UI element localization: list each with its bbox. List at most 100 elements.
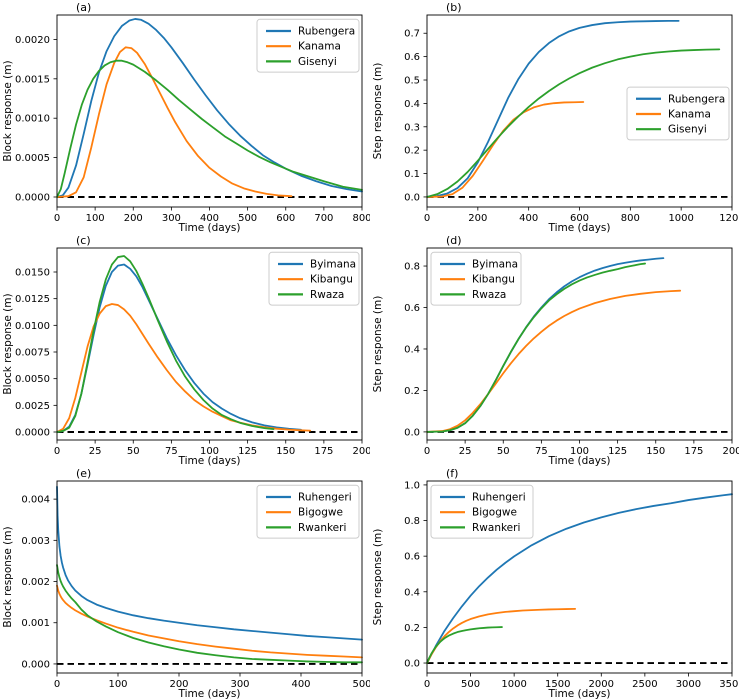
x-tick-label: 400 xyxy=(291,679,310,690)
series-line-gisenyi xyxy=(56,59,363,198)
legend-label: Kanama xyxy=(298,41,341,53)
x-tick-label: 175 xyxy=(684,446,703,457)
legend-box xyxy=(626,86,729,141)
panel-e-plot: (e)0 100 200 300 400 5000.0000.0010.0020.0030… xyxy=(0,466,370,699)
axis-ticks xyxy=(423,484,732,677)
legend-box xyxy=(430,484,533,539)
y-tick-label: 0.7 xyxy=(404,29,420,40)
legend: Rubengera Kanama Gisenyi xyxy=(626,86,729,141)
x-tick-label: 25 xyxy=(89,446,102,457)
x-axis-label: Time (days) xyxy=(177,455,240,466)
legend-label: Rubengera xyxy=(668,93,725,105)
x-tick-label: 0 xyxy=(54,446,60,457)
x-tick-label: 25 xyxy=(458,446,471,457)
y-tick-label: 0.0010 xyxy=(15,114,50,125)
x-tick-label: 1500 xyxy=(544,679,569,690)
panel-e: (e) 0 100 200 300 400 500 0.000 0.001 0.002 0.003 0… xyxy=(0,466,370,699)
y-tick-label: 0.0100 xyxy=(15,321,50,332)
legend: Rubengera Kanama Gisenyi xyxy=(256,18,360,73)
y-tick-label: 0.0150 xyxy=(15,268,50,279)
y-axis-label: Block response (m) xyxy=(2,526,14,627)
axes-box xyxy=(426,247,732,441)
y-tick-label: 0.0020 xyxy=(15,35,50,46)
y-tick-label: 0.8 xyxy=(404,262,420,273)
y-tick-label: 0.2 xyxy=(404,623,420,634)
axis-ticks xyxy=(53,271,363,444)
x-tick-label: 500 xyxy=(238,213,257,224)
panel-title: (f) xyxy=(446,467,458,480)
axis-ticks xyxy=(423,32,732,211)
y-tick-label: 0.8 xyxy=(404,516,420,527)
legend: Byimana Kibangu Rwaza xyxy=(430,251,521,306)
legend-label: Rwankeri xyxy=(298,522,346,534)
x-tick-label: 300 xyxy=(230,679,249,690)
x-tick-label: 2000 xyxy=(588,679,613,690)
panel-title: (c) xyxy=(76,234,91,247)
x-tick-label: 0 xyxy=(423,679,429,690)
x-tick-label: 800 xyxy=(620,213,639,224)
y-tick-label: 0.6 xyxy=(404,52,420,63)
panel-title: (a) xyxy=(76,1,91,14)
legend-label: Kanama xyxy=(668,108,711,120)
x-tick-label: 300 xyxy=(162,213,181,224)
y-tick-label: 0.0 xyxy=(404,427,420,438)
x-axis-label: Time (days) xyxy=(547,455,610,466)
legend: Ruhengeri Bigogwe Rwankeri xyxy=(256,484,360,539)
x-tick-label: 800 xyxy=(352,213,369,224)
axis-tick-labels: 0 100 200 300 400 500 0.000 0.001 0.002 0.003 0.00… xyxy=(21,495,369,690)
legend-label: Rwaza xyxy=(310,289,344,301)
series-line-bigogwe xyxy=(56,584,363,659)
x-tick-label: 400 xyxy=(200,213,219,224)
y-tick-label: 0.0075 xyxy=(15,348,50,359)
y-tick-label: 0.0000 xyxy=(15,428,50,439)
x-tick-label: 175 xyxy=(314,446,333,457)
x-tick-label: 100 xyxy=(569,446,588,457)
y-axis-label: Step response (m) xyxy=(372,529,384,626)
legend-label: Kibangu xyxy=(472,274,515,286)
axes-box xyxy=(56,247,363,441)
axes-box xyxy=(426,480,732,674)
x-tick-label: 50 xyxy=(496,446,509,457)
y-axis-label: Step response (m) xyxy=(372,63,384,160)
x-tick-label: 200 xyxy=(722,446,739,457)
x-tick-label: 1000 xyxy=(668,213,693,224)
panel-c-plot: (c) 0 25 50 75 100 125 150 175 200 0.0000 0.0025 0.0… xyxy=(0,233,370,466)
axis-tick-labels: 0 25 50 75 100 125 150 175 200 0.0 0.2 0.4 0.6 0.8 xyxy=(404,262,739,457)
panel-title: (e) xyxy=(76,467,91,480)
x-tick-label: 3000 xyxy=(675,679,700,690)
series-line-rubengera xyxy=(425,19,680,198)
y-tick-label: 0.004 xyxy=(21,495,50,506)
series-line-bigogwe xyxy=(425,607,576,664)
x-tick-label: 100 xyxy=(86,213,105,224)
x-tick-label: 400 xyxy=(519,213,538,224)
series-line-ruhengeri xyxy=(56,485,363,641)
legend-label: Kibangu xyxy=(310,274,353,286)
axis-tick-labels: 0 25 50 75 100 125 150 175 200 0.0000 0.0025 0.0050… xyxy=(15,268,370,458)
y-tick-label: 0.0005 xyxy=(15,153,50,164)
y-tick-label: 0.0050 xyxy=(15,374,50,385)
series-line-rwankeri xyxy=(425,626,503,664)
panel-d-plot: (d) 0 25 50 75 100 125 150 175 200 0.0 0.2 0.4 0.6 0.8… xyxy=(369,233,739,466)
y-tick-label: 0.6 xyxy=(404,552,420,563)
x-tick-label: 75 xyxy=(165,446,178,457)
x-tick-label: 50 xyxy=(127,446,140,457)
x-tick-label: 200 xyxy=(124,213,143,224)
panel-title: (d) xyxy=(446,234,462,247)
series-line-gisenyi xyxy=(425,48,720,198)
x-axis-label: Time (days) xyxy=(177,688,240,699)
y-tick-label: 0.1 xyxy=(404,169,420,180)
x-tick-label: 150 xyxy=(646,446,665,457)
y-tick-label: 1.0 xyxy=(404,480,420,491)
panel-title: (b) xyxy=(446,1,462,14)
legend-label: Gisenyi xyxy=(668,124,707,136)
x-tick-label: 200 xyxy=(468,213,487,224)
legend: Byimana Kibangu Rwaza xyxy=(268,251,360,306)
legend-label: Bigogwe xyxy=(472,507,517,519)
x-tick-label: 0 xyxy=(54,679,60,690)
